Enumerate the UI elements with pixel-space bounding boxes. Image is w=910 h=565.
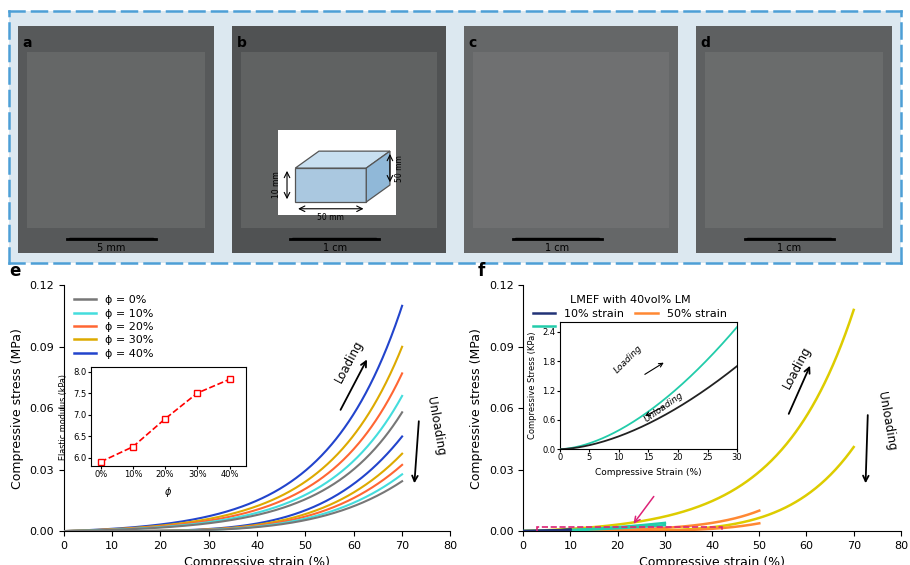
- Bar: [18, 27, 214, 253]
- Bar: [538, 527, 722, 539]
- Bar: [464, 27, 678, 253]
- Text: 50 mm: 50 mm: [395, 155, 404, 181]
- Bar: [473, 51, 669, 228]
- Text: 1 cm: 1 cm: [545, 242, 570, 253]
- Text: a: a: [23, 36, 32, 50]
- Bar: [27, 51, 206, 228]
- Polygon shape: [295, 168, 366, 202]
- Legend: ϕ = 0%, ϕ = 10%, ϕ = 20%, ϕ = 30%, ϕ = 40%: ϕ = 0%, ϕ = 10%, ϕ = 20%, ϕ = 30%, ϕ = 4…: [69, 291, 157, 363]
- Polygon shape: [366, 151, 390, 202]
- X-axis label: Compressive strain (%): Compressive strain (%): [184, 557, 330, 565]
- Text: Loading: Loading: [332, 337, 365, 385]
- Bar: [704, 51, 883, 228]
- Bar: [232, 27, 446, 253]
- Text: 1 cm: 1 cm: [777, 242, 802, 253]
- Legend: 10% strain, 30% strain, 50% strain, 70% strain: 10% strain, 30% strain, 50% strain, 70% …: [529, 291, 731, 336]
- Text: d: d: [701, 36, 710, 50]
- X-axis label: $\phi$: $\phi$: [165, 485, 172, 499]
- Y-axis label: Compressive stress (MPa): Compressive stress (MPa): [470, 328, 483, 489]
- Polygon shape: [295, 151, 390, 168]
- Text: Loading: Loading: [781, 344, 814, 391]
- Y-axis label: Elastic modulus (kPa): Elastic modulus (kPa): [59, 373, 68, 460]
- Text: 50 mm: 50 mm: [318, 213, 344, 222]
- Text: Loading: Loading: [613, 344, 644, 375]
- Y-axis label: Compressive Stress (KPa): Compressive Stress (KPa): [528, 332, 537, 440]
- Text: Unloading: Unloading: [642, 391, 685, 424]
- Text: f: f: [478, 262, 485, 280]
- Bar: [696, 27, 892, 253]
- X-axis label: Compressive Strain (%): Compressive Strain (%): [595, 468, 702, 477]
- Text: 10 mm: 10 mm: [272, 172, 281, 198]
- Text: 5 mm: 5 mm: [97, 242, 126, 253]
- Text: e: e: [9, 262, 21, 280]
- Text: 1 cm: 1 cm: [322, 242, 347, 253]
- Bar: [241, 51, 437, 228]
- Y-axis label: Compressive stress (MPa): Compressive stress (MPa): [11, 328, 24, 489]
- X-axis label: Compressive strain (%): Compressive strain (%): [639, 557, 785, 565]
- Text: c: c: [469, 36, 477, 50]
- Text: Unloading: Unloading: [424, 396, 447, 457]
- Text: b: b: [237, 36, 247, 50]
- Text: Unloading: Unloading: [875, 391, 898, 452]
